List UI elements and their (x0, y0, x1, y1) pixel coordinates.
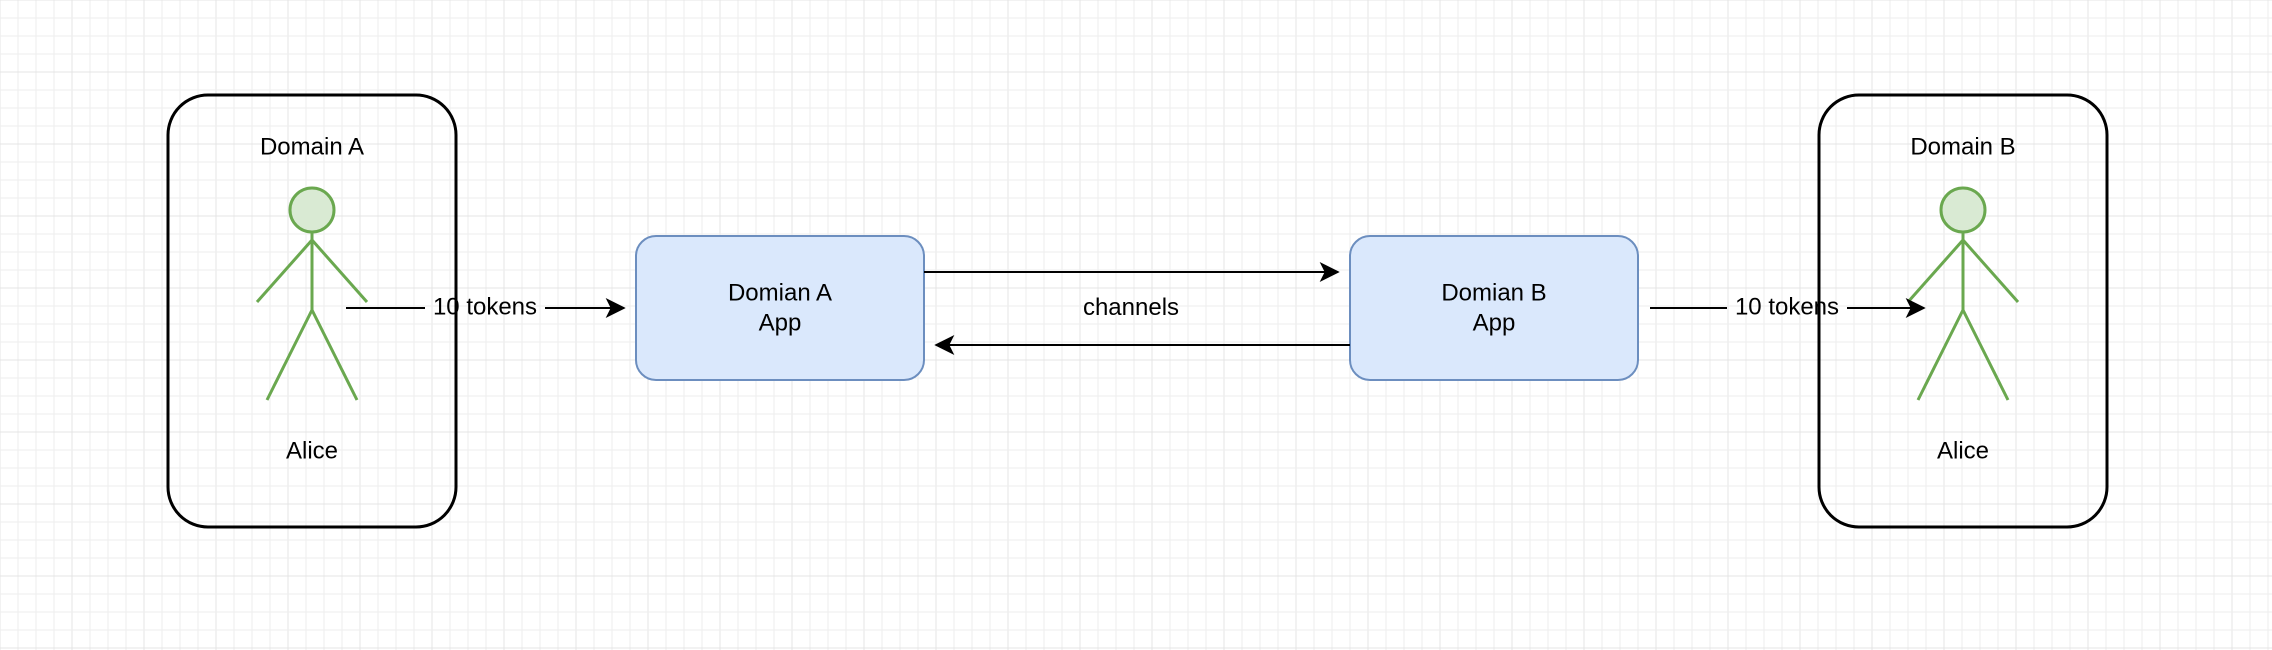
edge-app-b-to-alice-label: 10 tokens (1735, 293, 1839, 320)
actor-alice-right-label: Alice (1937, 437, 1989, 464)
domain-a-label: Domain A (260, 133, 364, 160)
domain-a-app-label-line1: Domian A (728, 279, 832, 306)
domain-b-app-label-line2: App (1473, 309, 1516, 336)
edge-app-b-to-alice: 10 tokens (1650, 293, 1924, 320)
edge-alice-to-app-a: 10 tokens (346, 293, 624, 320)
diagram-canvas: Domain A Domain B Alice Alice Domian A A… (0, 0, 2272, 650)
domain-b-label: Domain B (1910, 133, 2015, 160)
edge-alice-to-app-a-label: 10 tokens (433, 293, 537, 320)
actor-alice-left-label: Alice (286, 437, 338, 464)
domain-b-app-label-line1: Domian B (1441, 279, 1546, 306)
actor-alice-left (257, 188, 367, 400)
domain-b-app-node: Domian B App (1350, 236, 1638, 380)
domain-a-app-node: Domian A App (636, 236, 924, 380)
domain-a-app-label-line2: App (759, 309, 802, 336)
actor-alice-right (1908, 188, 2018, 400)
channel-label: channels (1083, 294, 1179, 321)
background-grid (0, 0, 2272, 650)
